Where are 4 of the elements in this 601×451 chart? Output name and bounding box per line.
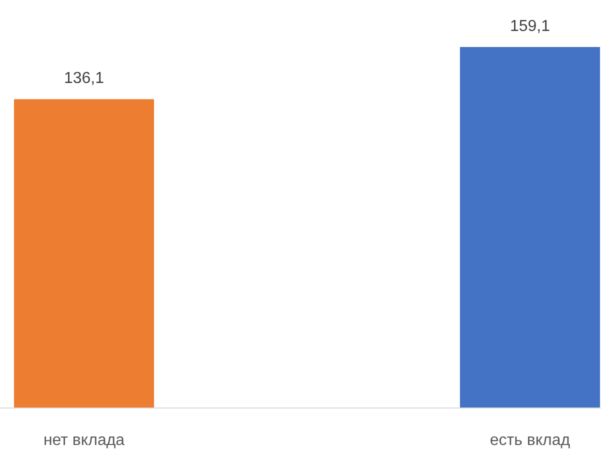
data-label: 136,1	[64, 70, 104, 88]
x-tick-label: есть вклад	[490, 432, 571, 449]
x-tick-label: нет вклада	[43, 432, 125, 449]
data-label: 159,1	[510, 18, 550, 35]
